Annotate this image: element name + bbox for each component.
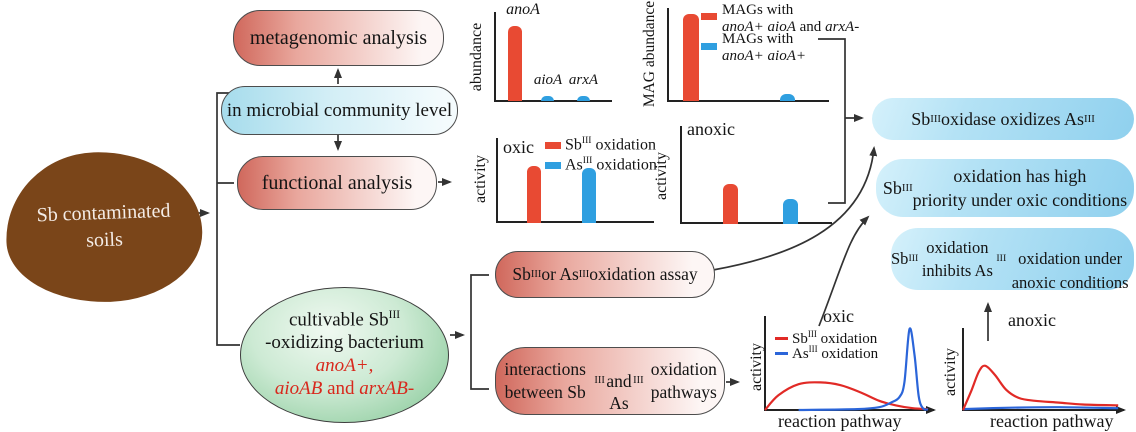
bracket-charts-right xyxy=(818,38,846,204)
bar-oxic-as xyxy=(582,168,596,223)
anoxic-activity-xaxis xyxy=(680,222,832,224)
oxidation-assay-box: Sb III or As III oxidation assay xyxy=(495,251,715,298)
mag-abundance-ylabel: MAG abundance xyxy=(641,0,658,108)
bacterium-genotype-aioAB-arxAB: aioAB and arxAB- xyxy=(274,377,415,399)
legend-oxic-sb: SbIII oxidation xyxy=(792,329,878,347)
bar-anoA xyxy=(508,26,522,101)
functional-analysis-box: functional analysis xyxy=(237,156,437,210)
oxic-pathway-ylabel: activity xyxy=(748,343,765,391)
conclusion-oxic-priority-box: Sb III oxidation has high priority under o… xyxy=(876,159,1134,217)
anoxic-condition-label: anoxic xyxy=(1008,310,1056,330)
conclusion-anoxic-inhibition-box: Sb III oxidation inhibits As III oxidation … xyxy=(891,228,1134,292)
legend-oxic-as: AsIII oxidation xyxy=(792,344,879,362)
bar-mags-anoA-aioA xyxy=(780,94,795,101)
bar-arxA xyxy=(577,96,590,101)
legend-swatch-sb xyxy=(545,142,561,149)
gene-label-arxA: arxA xyxy=(568,72,599,88)
metagenomic-analysis-box: metagenomic analysis xyxy=(233,10,444,66)
bar-aioA xyxy=(541,96,554,101)
legend-mags-red: MAGs with anoA+ aioA and arxA- xyxy=(722,2,860,35)
blob-label: Sb contaminated soils xyxy=(36,199,171,252)
anoxic-activity-yaxis xyxy=(680,126,682,224)
bar-anoxic-sb xyxy=(723,184,738,224)
oxic-activity-title: oxic xyxy=(503,137,534,157)
legend-dash-sb xyxy=(775,337,788,340)
oxic-sb-curve xyxy=(764,381,929,411)
oxic-activity-yaxis xyxy=(496,138,498,223)
legend-swatch-as xyxy=(545,162,561,169)
legend-mags-blue: MAGs with anoA+ aioA+ xyxy=(722,31,806,64)
oxic-pathway-chart xyxy=(764,316,936,414)
legend-swatch-red xyxy=(701,13,717,20)
anoxic-pathway-axes xyxy=(962,328,1126,414)
bacterium-genotype-anoA: anoA+, xyxy=(315,355,374,377)
anoxic-pathway-xlabel: reaction pathway xyxy=(990,411,1114,431)
conclusion-oxidase-box: Sb III oxidase oxidizes As III xyxy=(872,98,1134,140)
anoxic-sb-curve xyxy=(961,364,1119,411)
oxic-activity-ylabel: activity xyxy=(472,155,489,203)
anoxic-as-curve xyxy=(962,406,1119,411)
bacterium-line2: -oxidizing bacterium xyxy=(265,332,424,354)
bracket-bacterium xyxy=(470,274,489,390)
oxic-activity-xaxis xyxy=(496,221,654,223)
bacterium-line1: cultivable SbIII xyxy=(288,309,401,331)
mag-abundance-xaxis xyxy=(667,100,829,102)
gene-abundance-ylabel: abundance xyxy=(468,22,485,92)
legend-sb-oxidation: SbIII oxidation xyxy=(565,135,656,154)
oxic-condition-label: oxic xyxy=(823,306,854,326)
community-level-box: in microbial community level xyxy=(221,86,458,135)
anoxic-activity-title: anoxic xyxy=(687,119,735,139)
bar-oxic-sb xyxy=(527,166,541,223)
gene-label-aioA: aioA xyxy=(533,72,563,88)
interactions-box: interactions between Sb III and As III oxid… xyxy=(495,347,725,415)
anoxic-pathway-chart xyxy=(961,328,1126,414)
anoxic-pathway-ylabel: activity xyxy=(942,348,959,396)
legend-swatch-blue xyxy=(701,43,717,50)
oxic-pathway-xlabel: reaction pathway xyxy=(778,411,902,431)
oxic-as-curve xyxy=(798,327,929,412)
mag-abundance-yaxis xyxy=(667,8,669,102)
gene-abundance-xaxis xyxy=(494,100,612,102)
gene-abundance-yaxis xyxy=(494,12,496,102)
gene-label-anoA: anoA xyxy=(506,1,540,18)
legend-as-oxidation: AsIII oxidation xyxy=(565,155,657,174)
bar-mags-anoA-arxA xyxy=(683,14,699,101)
sb-contaminated-soils-blob: Sb contaminated soils xyxy=(3,148,205,306)
legend-dash-as xyxy=(775,352,788,355)
bar-anoxic-as xyxy=(783,199,798,224)
cultivable-bacterium-ellipse: cultivable SbIII -oxidizing bacterium an… xyxy=(240,287,449,423)
anoxic-activity-ylabel: activity xyxy=(653,152,670,200)
